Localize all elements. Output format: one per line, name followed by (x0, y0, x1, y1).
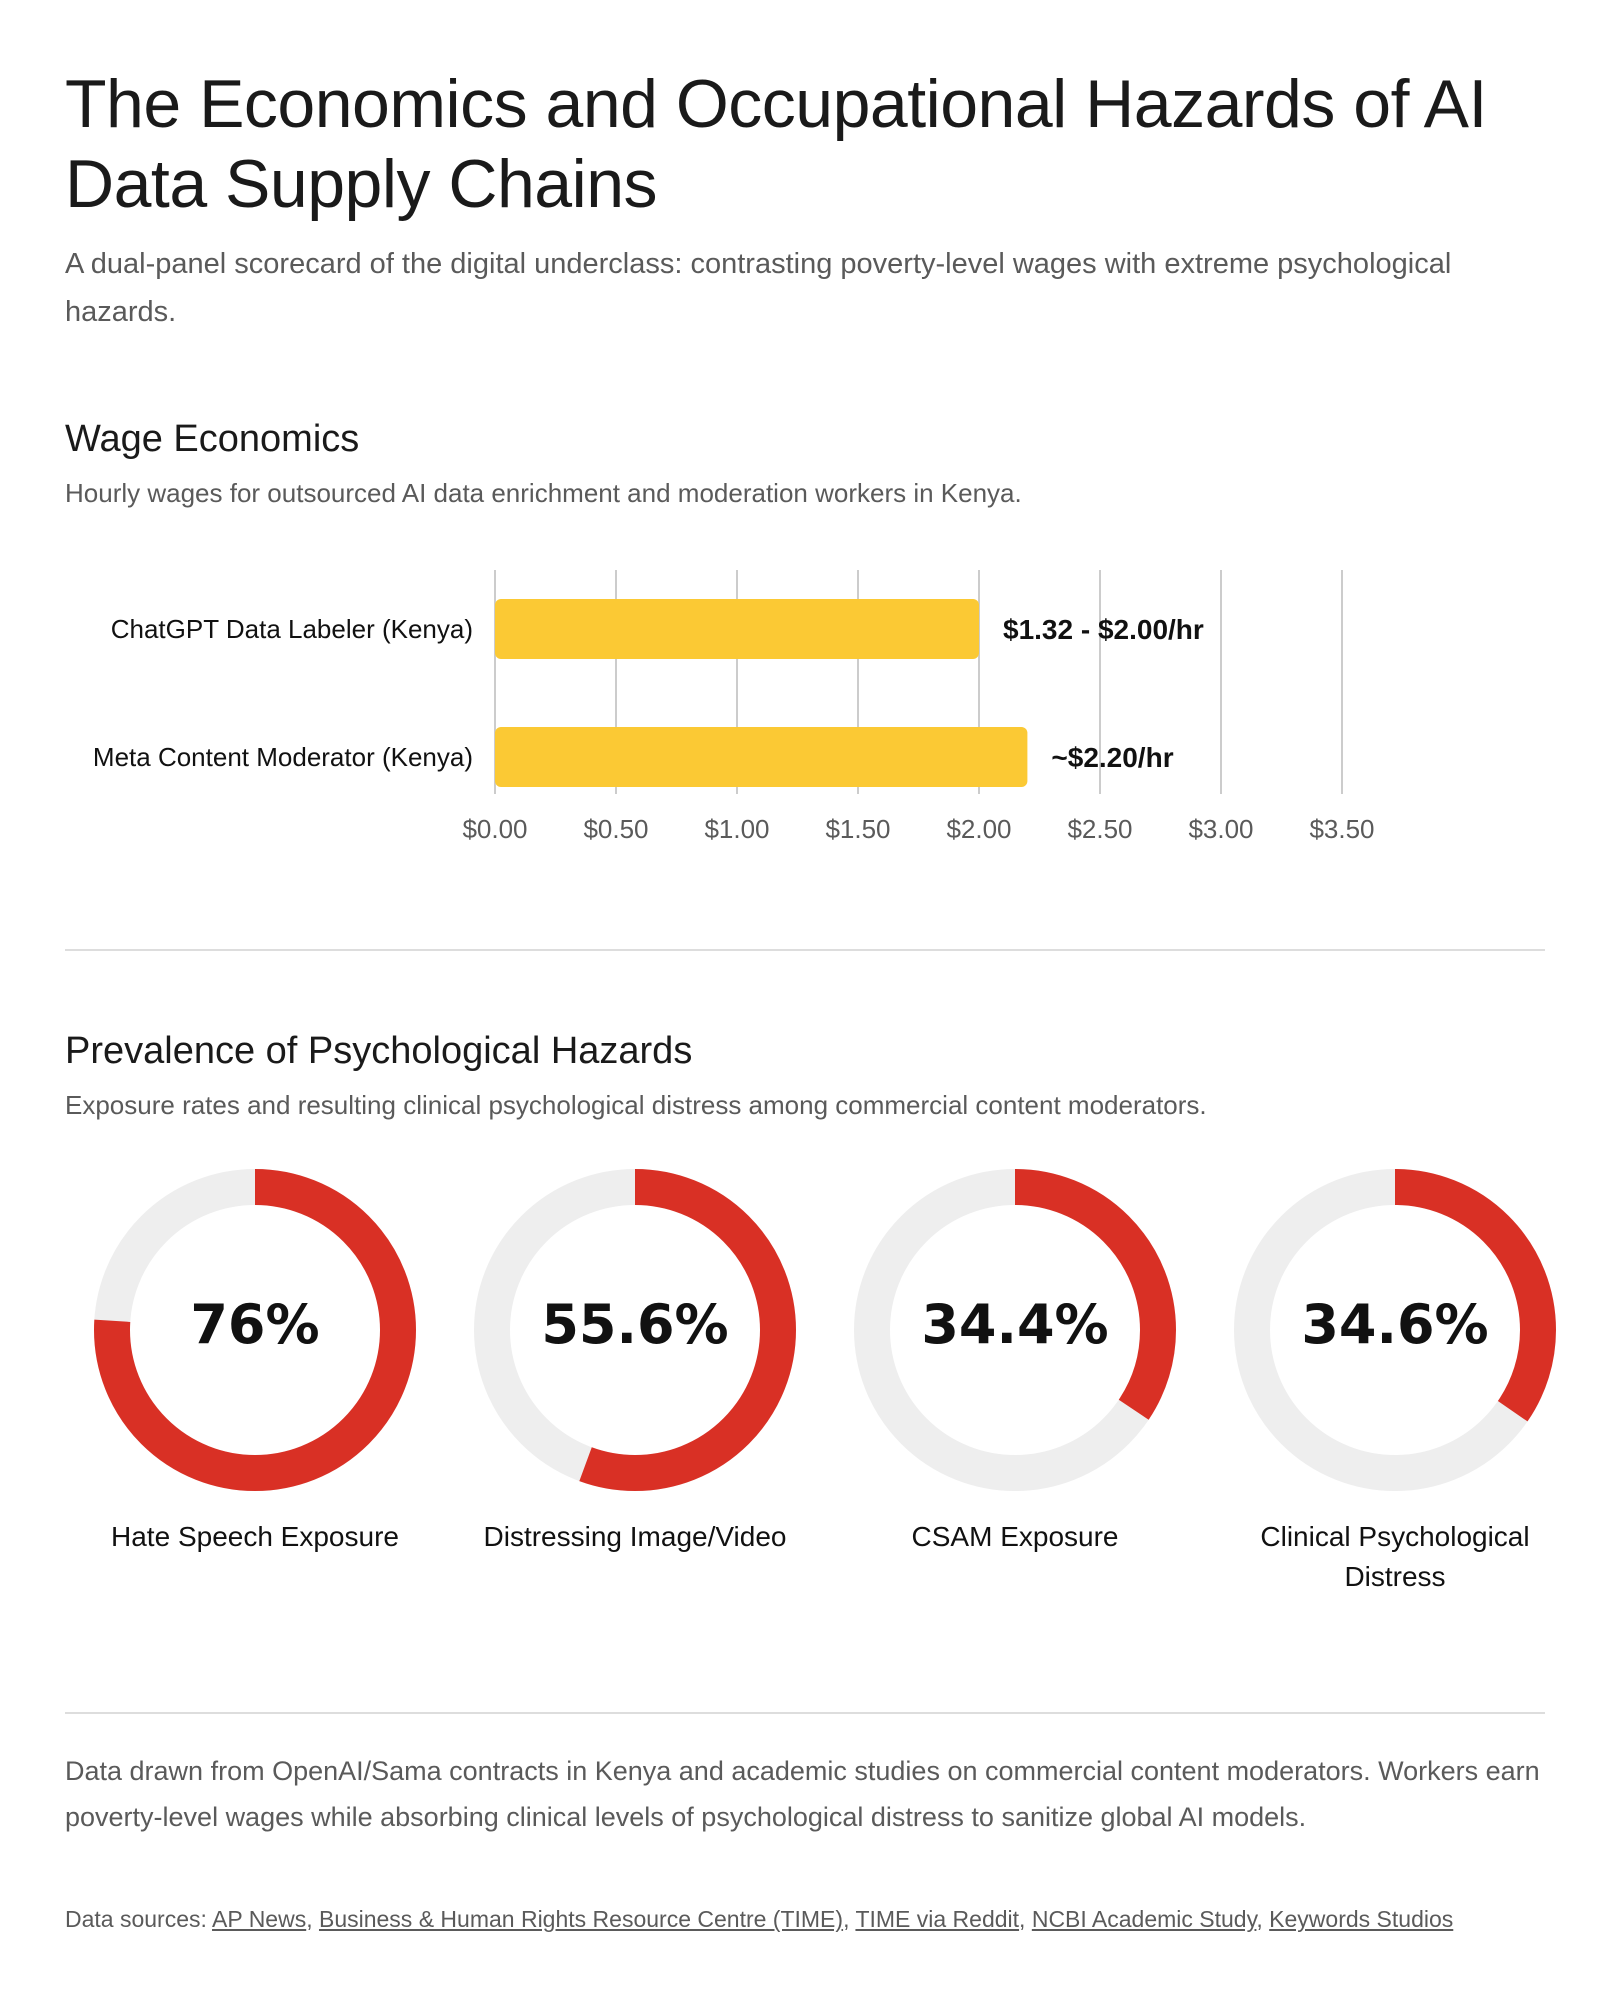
donut-segment (1234, 1169, 1556, 1491)
page-subtitle: A dual-panel scorecard of the digital un… (65, 248, 1452, 328)
donut-chart: 34.4% CSAM Exposure (845, 1165, 1185, 1557)
x-tick-label: $1.50 (825, 814, 890, 844)
wage-bar-chart: $0.00 $0.50 $1.00 $1.50 $2.00 $2.50 $3.00 $3.50… (93, 570, 1375, 844)
hazard-section-subtitle: Exposure rates and resulting clinical ps… (65, 1090, 1207, 1120)
donut-segment (94, 1169, 416, 1491)
sources-label: Data sources: (65, 1906, 207, 1932)
donut-ring (854, 1169, 1176, 1491)
bar-data-label: $1.32 - $2.00/hr (1003, 614, 1204, 645)
footer-note: Data drawn from OpenAI/Sama contracts in… (65, 1756, 1540, 1832)
x-tick-label: $0.50 (583, 814, 648, 844)
wage-section-title: Wage Economics (65, 418, 360, 460)
x-tick-label: $3.50 (1309, 814, 1374, 844)
donut-label: CSAM Exposure (911, 1521, 1119, 1552)
category-label: Meta Content Moderator (Kenya) (93, 742, 473, 772)
donut-chart: 34.6% Clinical Psychological Distress (1225, 1165, 1565, 1597)
bar (495, 599, 979, 659)
donut-value: 34.6% (1301, 1293, 1489, 1356)
hazard-donut-charts: 76% Hate Speech Exposure 55.6% Distressing … (65, 1165, 1556, 1625)
source-link[interactable]: Business & Human Rights Resource Centre … (318, 1906, 844, 1932)
donut-value: 34.4% (921, 1293, 1109, 1356)
source-link[interactable]: Keywords Studios (1269, 1906, 1454, 1932)
donut-ring (1234, 1169, 1556, 1491)
x-tick-label: $1.00 (704, 814, 769, 844)
donut-value: 55.6% (541, 1293, 729, 1356)
donut-chart: 55.6% Distressing Image/Video (465, 1165, 805, 1557)
source-link[interactable]: AP News (212, 1906, 307, 1932)
divider (65, 949, 1545, 951)
x-tick-label: $0.00 (462, 814, 527, 844)
donut-value: 76% (190, 1293, 320, 1356)
donut-segment (854, 1169, 1176, 1491)
donut-label: Distressing Image/Video (483, 1521, 787, 1552)
hazard-section-title: Prevalence of Psychological Hazards (65, 1030, 693, 1072)
donut-segment (474, 1169, 796, 1491)
wage-section-subtitle: Hourly wages for outsourced AI data enri… (65, 478, 1022, 508)
donut-ring (94, 1169, 416, 1491)
x-tick-label: $3.00 (1188, 814, 1253, 844)
bar (495, 727, 1028, 787)
category-label: ChatGPT Data Labeler (Kenya) (111, 614, 473, 644)
bar-data-label: ~$2.20/hr (1051, 742, 1173, 773)
donut-ring (474, 1169, 796, 1491)
data-sources: Data sources: AP News, Business & Human … (65, 1906, 1545, 1933)
donut-label: Clinical Psychological Distress (1260, 1521, 1530, 1592)
sources-list: AP News, Business & Human Rights Resourc… (212, 1906, 1454, 1932)
x-tick-label: $2.00 (946, 814, 1011, 844)
donut-label: Hate Speech Exposure (111, 1521, 399, 1552)
source-link[interactable]: TIME via Reddit (855, 1906, 1020, 1932)
donut-chart: 76% Hate Speech Exposure (85, 1165, 425, 1557)
source-link[interactable]: NCBI Academic Study (1031, 1906, 1257, 1932)
page-title: The Economics and Occupational Hazards o… (65, 66, 1487, 222)
divider (65, 1712, 1545, 1714)
x-tick-label: $2.50 (1067, 814, 1132, 844)
